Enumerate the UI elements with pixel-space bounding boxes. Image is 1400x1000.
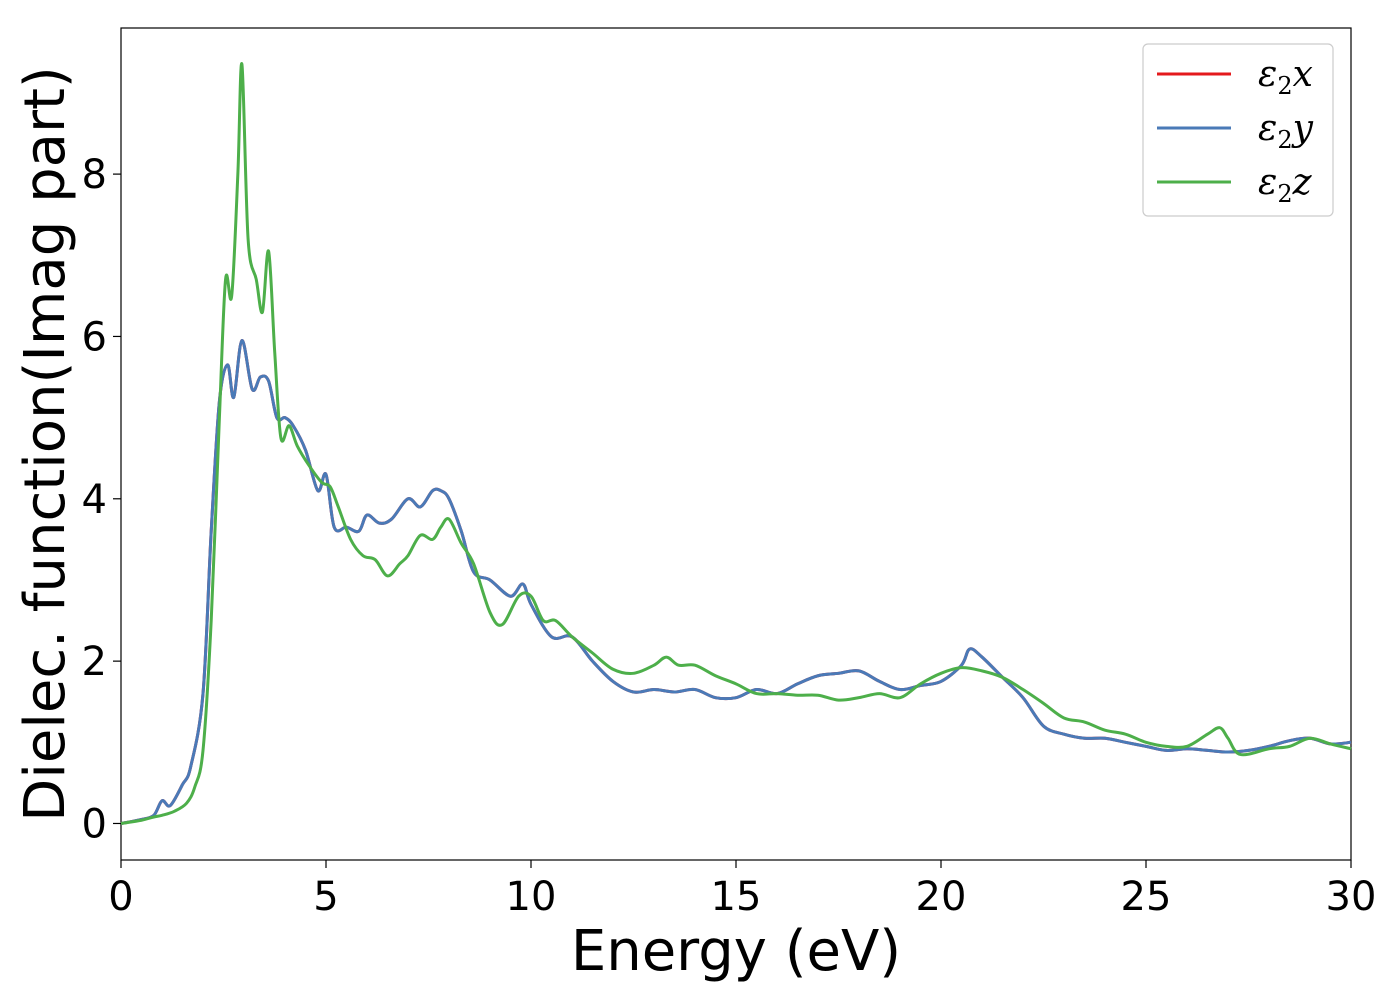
legend-label-z: ε2z	[1258, 162, 1313, 208]
x-tick-label: 10	[506, 874, 557, 920]
series-layer	[120, 62, 1352, 825]
y-axis-ticks: 0 2 4 6 8	[82, 152, 121, 847]
x-tick-label: 30	[1326, 874, 1377, 920]
legend-frame	[1142, 43, 1334, 217]
y-tick-label: 2	[82, 639, 107, 685]
x-tick-label: 0	[108, 874, 133, 920]
y-tick-label: 8	[82, 152, 107, 198]
y-axis-label: Dielec. function(Imag part)	[13, 66, 78, 822]
x-axis-ticks: 0 5 10 15 20 25 30	[108, 860, 1376, 920]
series-line-y	[120, 339, 1352, 825]
y-tick-label: 6	[82, 314, 107, 360]
legend-label-y: ε2y	[1258, 108, 1314, 154]
series-line-z	[120, 62, 1352, 825]
y-tick-label: 0	[82, 801, 107, 847]
legend-label-x: ε2x	[1258, 54, 1313, 100]
legend: ε2x ε2y ε2z	[1142, 43, 1334, 217]
x-tick-label: 5	[313, 874, 338, 920]
x-tick-label: 25	[1121, 874, 1172, 920]
x-axis-label: Energy (eV)	[571, 919, 901, 984]
y-tick-label: 4	[82, 477, 107, 523]
x-tick-label: 20	[916, 874, 967, 920]
x-tick-label: 15	[711, 874, 762, 920]
